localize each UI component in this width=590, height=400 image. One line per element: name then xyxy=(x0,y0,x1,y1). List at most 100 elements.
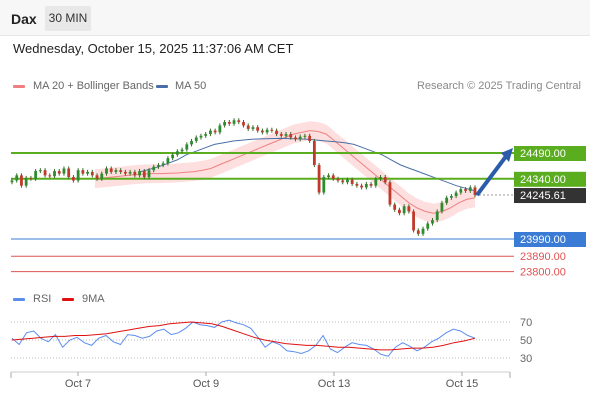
candle-up xyxy=(435,211,439,221)
price-label: 24490.00 xyxy=(520,148,566,160)
candle-up xyxy=(34,171,38,179)
candle-down xyxy=(407,206,411,212)
candle-up xyxy=(265,129,269,133)
price-label-bg xyxy=(514,188,586,204)
candle-up xyxy=(15,175,19,181)
candle-down xyxy=(312,140,316,166)
candle-down xyxy=(29,177,33,179)
candle-up xyxy=(157,165,160,167)
candle-down xyxy=(388,182,392,205)
ma50-legend-label: MA 50 xyxy=(175,80,207,92)
symbol-title: Dax xyxy=(11,11,37,27)
candle-up xyxy=(76,170,80,181)
candle-up xyxy=(62,168,66,174)
forecast-arrowhead xyxy=(501,148,513,162)
candle-down xyxy=(383,177,387,183)
candle-down xyxy=(398,209,401,214)
candle-down xyxy=(464,189,467,191)
candle-down xyxy=(95,175,99,179)
candle-up xyxy=(459,189,463,193)
candle-up xyxy=(251,127,255,129)
candle-down xyxy=(473,187,477,196)
candle-up xyxy=(171,154,175,159)
candle-down xyxy=(123,171,127,174)
x-tick-label: Oct 13 xyxy=(318,378,350,390)
candle-up xyxy=(379,177,382,179)
candle-up xyxy=(10,180,14,183)
candle-up xyxy=(445,197,449,203)
candle-down xyxy=(416,230,420,234)
candle-down xyxy=(369,183,373,186)
candle-up xyxy=(431,220,434,224)
candle-down xyxy=(336,178,340,181)
candle-up xyxy=(303,135,307,137)
candle-down xyxy=(260,130,264,133)
candle-up xyxy=(161,163,165,166)
candle-down xyxy=(294,137,297,140)
x-tick-label: Oct 15 xyxy=(446,378,478,390)
candle-up xyxy=(199,135,203,138)
x-tick-label: Oct 7 xyxy=(65,378,91,390)
candle-down xyxy=(360,185,364,188)
candle-down xyxy=(246,125,250,129)
ma50-legend-swatch xyxy=(156,85,168,88)
candle-down xyxy=(133,171,137,176)
candle-up xyxy=(53,171,56,177)
candle-up xyxy=(218,125,222,133)
candle-up xyxy=(209,130,212,135)
ma20-line xyxy=(94,130,476,214)
candle-up xyxy=(204,134,208,136)
candle-down xyxy=(48,175,52,177)
chart-datetime: Wednesday, October 15, 2025 11:37:06 AM … xyxy=(13,41,294,56)
ma9-legend-swatch xyxy=(62,298,74,301)
timeframe-button[interactable]: 30 MIN xyxy=(45,6,91,31)
candle-down xyxy=(213,130,217,133)
candle-up xyxy=(232,120,236,124)
candle-up xyxy=(190,140,193,145)
candle-down xyxy=(72,177,75,181)
rsi-ma9-line xyxy=(11,321,476,351)
rsi-legend-swatch xyxy=(13,298,25,301)
x-tick-label: Oct 9 xyxy=(193,378,219,390)
candle-down xyxy=(119,170,123,172)
candle-up xyxy=(298,136,302,140)
candle-down xyxy=(57,171,61,174)
price-label: 23990.00 xyxy=(520,234,566,246)
candle-up xyxy=(440,202,444,212)
candle-down xyxy=(256,127,260,131)
candle-up xyxy=(327,175,330,178)
candle-down xyxy=(20,175,23,186)
candle-down xyxy=(142,171,146,178)
candle-up xyxy=(468,187,472,191)
candle-down xyxy=(308,135,312,141)
rsi-tick-label: 70 xyxy=(520,317,532,329)
candle-up xyxy=(364,183,368,188)
candle-up xyxy=(166,158,170,164)
candle-up xyxy=(284,134,288,136)
candle-up xyxy=(147,170,151,178)
price-label-bg xyxy=(514,232,586,247)
candle-down xyxy=(393,204,397,210)
candle-down xyxy=(237,120,241,123)
top-toolbar: Dax 30 MIN xyxy=(0,0,590,36)
candle-up xyxy=(105,168,108,174)
candle-down xyxy=(242,122,245,126)
candle-up xyxy=(114,170,118,172)
rsi-legend-label: RSI xyxy=(33,293,52,305)
candle-up xyxy=(38,170,42,172)
candle-down xyxy=(317,165,321,193)
ma20-legend-swatch xyxy=(13,85,25,88)
candle-down xyxy=(67,168,71,178)
candle-up xyxy=(374,178,378,186)
candle-up xyxy=(128,171,132,174)
candle-up xyxy=(449,196,453,198)
price-label-bg xyxy=(514,146,586,161)
candle-up xyxy=(426,223,430,229)
candle-down xyxy=(289,134,293,138)
candle-down xyxy=(331,175,335,179)
price-label: 24245.61 xyxy=(520,190,566,202)
candle-down xyxy=(341,180,345,183)
candle-down xyxy=(227,122,231,124)
candle-down xyxy=(279,134,283,136)
